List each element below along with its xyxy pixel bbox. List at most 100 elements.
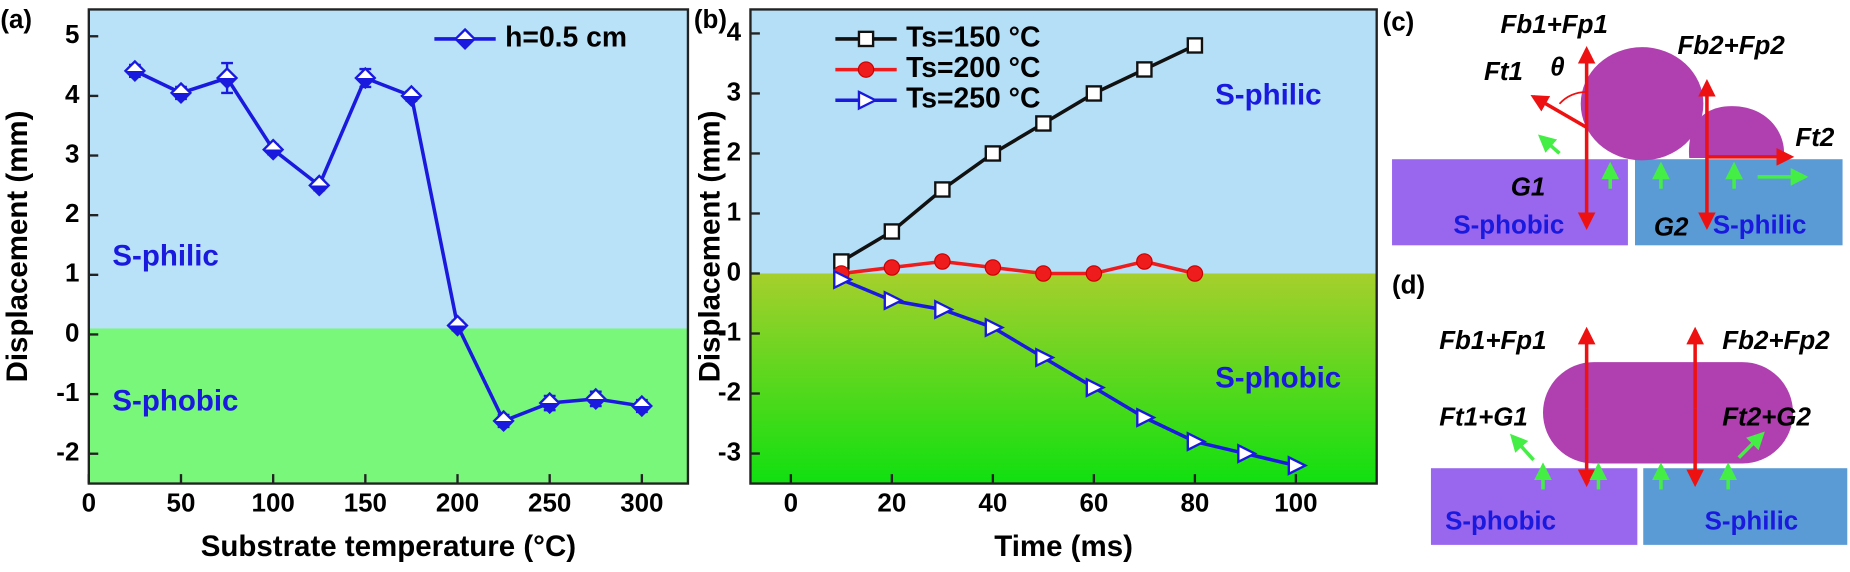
marker — [1186, 431, 1207, 452]
region — [88, 9, 688, 329]
force-label: Fb2+Fp2 — [1722, 327, 1830, 355]
marker — [1186, 265, 1204, 282]
chart-panel: S-philic S-phobic 0 50 100 150 200 250 300 -2 -1 0 1… — [0, 6, 690, 563]
support-arrows — [1509, 431, 1765, 490]
marker — [354, 66, 377, 90]
region — [88, 328, 688, 484]
y-tick-label: 2 — [727, 138, 741, 166]
x-tick-label: 60 — [1079, 490, 1108, 518]
x-tick-label: 20 — [877, 490, 906, 518]
y-axis-title: Displacement (mm) — [1, 111, 34, 383]
marker — [1085, 85, 1103, 102]
surface-label: S-philic — [1705, 507, 1799, 535]
region-label: S-philic — [112, 240, 218, 273]
surface-label: S-philic — [1713, 211, 1807, 239]
region-label: S-phobic — [1215, 362, 1341, 395]
y-tick-label: 0 — [65, 319, 79, 347]
marker — [262, 138, 285, 161]
force-label: Ft1 — [1484, 58, 1523, 86]
x-tick-label: 100 — [252, 490, 295, 518]
legend-marker — [857, 30, 875, 48]
force-label: Fb1+Fp1 — [1439, 327, 1546, 355]
marker — [934, 253, 951, 270]
legend-label: Ts=250 °C — [906, 82, 1040, 114]
force-label: Ft1+G1 — [1439, 404, 1528, 432]
marker — [1186, 37, 1204, 54]
force-label: G1 — [1511, 174, 1546, 202]
panel-label: (a) — [0, 6, 32, 34]
x-axis-title: Time (ms) — [994, 530, 1133, 563]
marker — [1136, 61, 1153, 78]
marker — [492, 409, 515, 433]
x-axis-title: Substrate temperature (°C) — [201, 530, 576, 563]
plot-frame — [87, 8, 690, 485]
region — [750, 9, 1377, 274]
marker — [934, 181, 951, 198]
x-tick-label: 40 — [978, 490, 1007, 518]
x-tick-label: 50 — [167, 490, 196, 518]
y-tick-label: -1 — [718, 318, 741, 346]
y-tick-label: 0 — [727, 258, 741, 286]
droplet — [1688, 106, 1785, 159]
substrate-philic — [1643, 468, 1848, 545]
y-tick-label: -2 — [718, 378, 741, 406]
panel-label: (c) — [1383, 8, 1415, 36]
force-arrows — [1530, 45, 1795, 230]
region — [750, 273, 1377, 484]
marker — [883, 259, 901, 276]
angle-label: θ — [1550, 53, 1564, 81]
marker — [883, 290, 904, 311]
marker — [1085, 265, 1103, 282]
y-tick-label: 4 — [727, 18, 742, 46]
y-axis-title: Displacement (mm) — [693, 111, 726, 383]
chart-panel: S-philic S-phobic 0 20 40 60 80 100 -3 -2 -1 0 1 2 3 4 T… — [693, 6, 1378, 563]
droplet — [1580, 47, 1704, 161]
surface-label: S-phobic — [1445, 507, 1556, 535]
marker — [538, 391, 561, 415]
marker — [123, 59, 147, 82]
marker — [584, 387, 607, 410]
plot-frame — [749, 8, 1378, 485]
marker — [984, 317, 1005, 338]
marker — [1085, 377, 1106, 398]
y-tick-label: 4 — [65, 81, 80, 109]
y-tick-label: -3 — [718, 438, 741, 466]
force-label: Fb2+Fp2 — [1677, 32, 1785, 60]
region-label: S-phobic — [112, 385, 238, 418]
x-tick-label: 100 — [1274, 490, 1317, 518]
force-label: G2 — [1654, 214, 1689, 242]
support-arrows — [1537, 134, 1809, 189]
marker — [630, 394, 653, 418]
marker — [1136, 407, 1157, 428]
marker — [1035, 265, 1052, 282]
marker — [446, 314, 469, 337]
x-tick-label: 250 — [528, 490, 571, 518]
y-tick-label: 3 — [65, 140, 79, 168]
force-label: Ft2 — [1795, 124, 1834, 152]
marker — [984, 145, 1002, 162]
x-tick-label: 200 — [436, 490, 479, 518]
marker — [934, 299, 955, 320]
marker — [215, 66, 239, 90]
diagram-c: (c) Fb1+Fp1 θ Ft1 Fb2+Fp2 Ft2 G1 G2 S-p — [1383, 8, 1843, 246]
marker — [308, 174, 331, 197]
series-line — [840, 43, 1196, 264]
marker — [1237, 443, 1258, 464]
x-tick-label: 300 — [620, 490, 663, 518]
substrate-phobic — [1430, 468, 1638, 545]
y-tick-label: 1 — [727, 198, 741, 226]
x-tick-label: 150 — [344, 490, 387, 518]
x-tick-label: 0 — [784, 490, 798, 518]
y-tick-label: -1 — [56, 379, 79, 407]
y-tick-label: 3 — [727, 78, 741, 106]
marker — [169, 81, 193, 105]
x-tick-label: 0 — [82, 490, 96, 518]
marker — [833, 269, 854, 290]
marker — [1136, 253, 1153, 270]
force-arrows — [1577, 326, 1704, 488]
y-tick-label: -2 — [56, 439, 79, 467]
legend-marker — [857, 90, 879, 111]
marker — [984, 259, 1002, 276]
